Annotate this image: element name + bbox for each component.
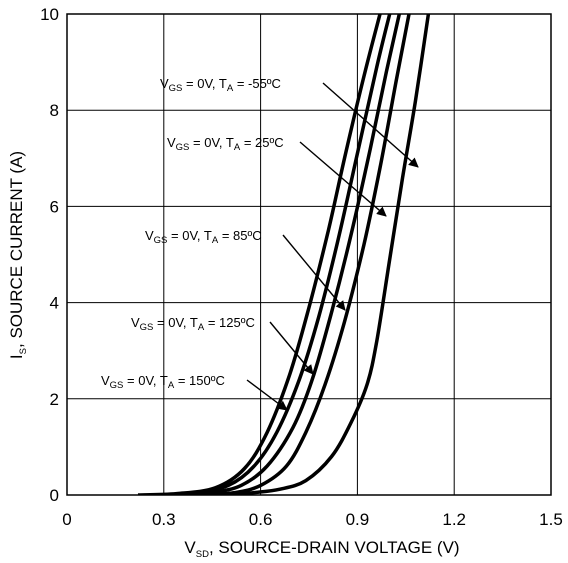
tick-labels: 0 0.3 0.6 0.9 1.2 1.5 0 2 4 6 8 10 bbox=[40, 5, 563, 529]
y-tick-label: 2 bbox=[50, 390, 59, 409]
series-label-2: VGS = 0V, TA = 85ºC bbox=[145, 228, 262, 246]
y-axis-title: IS, SOURCE CURRENT (A) bbox=[7, 151, 29, 359]
series-label-3: VGS = 0V, TA = 125ºC bbox=[131, 315, 255, 333]
y-tick-label: 0 bbox=[50, 486, 59, 505]
series-leader-arrow-0 bbox=[322, 82, 419, 168]
y-tick-label: 6 bbox=[50, 197, 59, 216]
y-tick-label: 4 bbox=[50, 294, 59, 313]
series-label-0: VGS = 0V, TA = -55ºC bbox=[160, 76, 281, 94]
series-label-4: VGS = 0V, TA = 150ºC bbox=[101, 373, 225, 391]
x-tick-label: 0 bbox=[62, 510, 71, 529]
series-leader-arrow-3 bbox=[269, 321, 314, 375]
y-tick-label: 10 bbox=[40, 5, 59, 24]
x-tick-label: 1.5 bbox=[539, 510, 563, 529]
series-leader-arrow-4 bbox=[246, 379, 288, 411]
series-line-4 bbox=[137, 14, 382, 495]
series-line-1 bbox=[202, 14, 411, 495]
series-leader-arrow-2 bbox=[282, 234, 346, 311]
plot-frame bbox=[66, 13, 552, 496]
x-tick-label: 0.6 bbox=[249, 510, 273, 529]
series-leader-arrow-1 bbox=[299, 141, 387, 217]
series-label-1: VGS = 0V, TA = 25ºC bbox=[167, 135, 284, 153]
y-tick-label: 8 bbox=[50, 101, 59, 120]
x-tick-label: 1.2 bbox=[442, 510, 466, 529]
annotations: VGS = 0V, TA = -55ºC VGS = 0V, TA = 25ºC V… bbox=[101, 76, 419, 411]
series-line-2 bbox=[179, 14, 402, 495]
x-tick-label: 0.3 bbox=[152, 510, 176, 529]
x-axis-title: VSD, SOURCE-DRAIN VOLTAGE (V) bbox=[184, 538, 459, 560]
x-tick-label: 0.9 bbox=[346, 510, 370, 529]
